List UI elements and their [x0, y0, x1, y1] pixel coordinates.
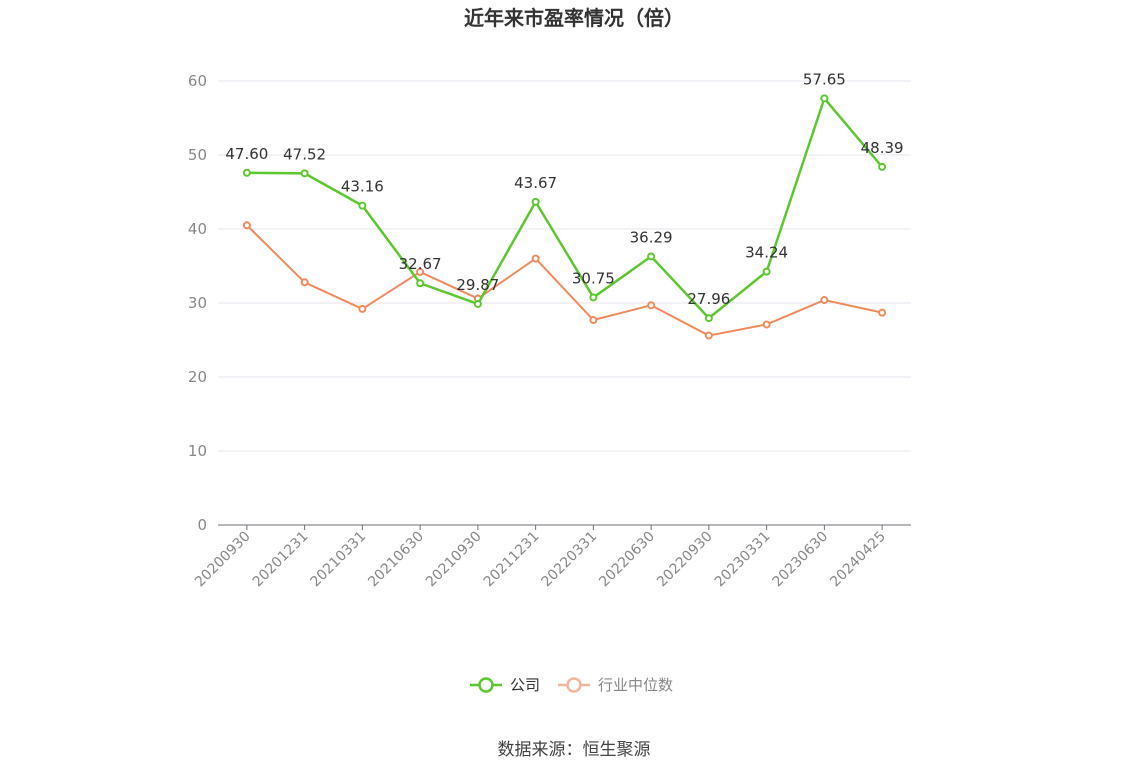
x-tick-label: 20200930 — [192, 529, 254, 591]
x-tick-label: 20210630 — [365, 529, 427, 591]
chart-title: 近年来市盈率情况（倍） — [464, 6, 684, 30]
x-tick-label: 20240425 — [827, 529, 889, 591]
legend-item-1[interactable]: 行业中位数 — [558, 676, 673, 694]
x-tick-label: 20211231 — [481, 529, 543, 591]
data-point[interactable] — [531, 197, 540, 206]
data-point[interactable] — [358, 201, 367, 210]
y-axis: 0 10 20 30 40 50 60 — [188, 72, 207, 534]
x-tick-label: 20210930 — [423, 529, 485, 591]
data-point[interactable] — [820, 296, 829, 305]
data-point[interactable] — [300, 169, 309, 178]
data-point[interactable] — [704, 331, 713, 340]
data-label: 47.60 — [225, 145, 268, 163]
data-label: 47.52 — [283, 145, 326, 163]
data-label: 34.24 — [745, 244, 788, 262]
data-point[interactable] — [762, 267, 771, 276]
source-note: 数据来源：恒生聚源 — [498, 740, 651, 760]
x-tick-label: 20210331 — [307, 529, 369, 591]
x-tick-label: 20230331 — [712, 529, 774, 591]
data-label: 30.75 — [572, 269, 615, 287]
data-point[interactable] — [416, 267, 425, 276]
data-label: 29.87 — [456, 276, 499, 294]
data-point[interactable] — [820, 94, 829, 103]
legend-label: 公司 — [510, 676, 540, 694]
data-point[interactable] — [704, 314, 713, 323]
data-point[interactable] — [647, 252, 656, 261]
data-point[interactable] — [473, 299, 482, 308]
x-tick-label: 20220331 — [538, 529, 600, 591]
data-label: 36.29 — [630, 228, 673, 246]
y-tick-label: 30 — [188, 294, 207, 312]
x-tick-label: 20201231 — [250, 529, 312, 591]
y-tick-label: 50 — [188, 146, 207, 164]
series-line-0 — [246, 97, 884, 320]
data-label: 43.67 — [514, 174, 557, 192]
y-tick-label: 20 — [188, 368, 207, 386]
y-tick-label: 0 — [197, 516, 207, 534]
y-tick-label: 60 — [188, 72, 207, 90]
legend[interactable]: 公司 行业中位数 — [470, 676, 673, 694]
y-tick-label: 40 — [188, 220, 207, 238]
data-point[interactable] — [589, 316, 598, 325]
data-point[interactable] — [878, 308, 887, 317]
x-tick-label: 20220630 — [596, 529, 658, 591]
data-label: 32.67 — [399, 255, 442, 273]
series-layer — [242, 94, 887, 340]
data-label: 57.65 — [803, 70, 846, 88]
data-point[interactable] — [762, 320, 771, 329]
data-labels: 47.60 47.52 43.16 32.67 29.87 43.67 30.75 36.29… — [225, 70, 903, 308]
data-label: 48.39 — [861, 139, 904, 157]
series-line-1 — [246, 224, 883, 337]
y-tick-label: 10 — [188, 442, 207, 460]
x-tick-label: 20220930 — [654, 529, 716, 591]
data-point[interactable] — [878, 162, 887, 171]
grid — [218, 80, 911, 452]
legend-marker — [478, 677, 494, 693]
data-point[interactable] — [300, 278, 309, 287]
data-point[interactable] — [589, 293, 598, 302]
data-point[interactable] — [416, 279, 425, 288]
data-point[interactable] — [531, 254, 540, 263]
x-tick-label: 20230630 — [769, 529, 831, 591]
legend-label: 行业中位数 — [598, 676, 673, 694]
data-point[interactable] — [358, 304, 367, 313]
data-label: 43.16 — [341, 178, 384, 196]
data-point[interactable] — [647, 301, 656, 310]
data-point[interactable] — [242, 221, 251, 230]
data-point[interactable] — [242, 168, 251, 177]
legend-item-0[interactable]: 公司 — [470, 676, 540, 694]
data-label: 27.96 — [687, 290, 730, 308]
x-axis: 2020093020201231202103312021063020210930… — [192, 524, 911, 591]
legend-marker — [566, 677, 582, 693]
